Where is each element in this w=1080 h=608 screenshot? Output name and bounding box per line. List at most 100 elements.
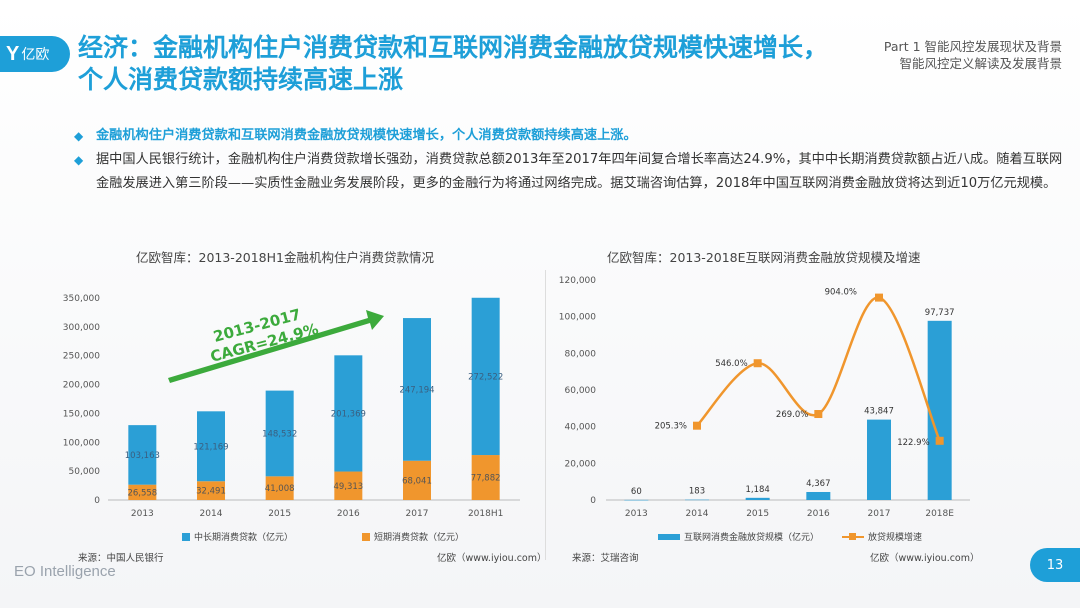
bar-long-term [128, 425, 157, 485]
growth-arrow-icon [168, 310, 384, 383]
y-tick-label: 300,000 [63, 323, 100, 333]
x-tick-label: 2014 [200, 509, 223, 519]
data-label-short: 26,558 [127, 488, 157, 498]
left-chart-caption: 亿欧智库：2013-2018H1金融机构住户消费贷款情况 [136, 250, 434, 265]
growth-rate-line [696, 296, 941, 442]
page-title: 经济：金融机构住户消费贷款和互联网消费金融放贷规模快速增长，个人消费贷款额持续高… [78, 33, 829, 94]
y-tick-label: 50,000 [69, 467, 101, 477]
left-legend-short: 短期消费贷款（亿元） [362, 530, 464, 543]
bar-short-term [265, 476, 294, 500]
y-tick-label: 350,000 [63, 294, 100, 304]
logo-text: 亿欧 [21, 47, 50, 63]
data-label-growth: 269.0% [776, 410, 808, 420]
y-tick-label: 150,000 [63, 409, 100, 419]
y-tick-label: 100,000 [63, 438, 100, 448]
bar-lending-scale [624, 499, 649, 501]
data-label-short: 41,008 [265, 484, 295, 494]
data-label-growth: 546.0% [715, 359, 747, 369]
data-label-scale: 4,367 [806, 479, 830, 489]
right-chart-caption: 亿欧智库：2013-2018E互联网消费金融放贷规模及增速 [607, 250, 921, 265]
x-tick-label: 2015 [746, 509, 769, 519]
bullet-list: ◆ 金融机构住户消费贷款和互联网消费金融放贷规模快速增长，个人消费贷款额持续高速… [74, 124, 1064, 196]
right-chart: 0 20,000 40,000 60,000 80,000 100,000 120,000 6… [559, 276, 970, 519]
section-subtitle: 智能风控定义解读及发展背景 [899, 56, 1062, 71]
x-tick-label: 2017 [868, 509, 891, 519]
bar-lending-scale [685, 499, 709, 501]
bar-short-term [197, 481, 225, 500]
x-tick-label: 2014 [686, 509, 709, 519]
y-tick-label: 200,000 [63, 381, 100, 391]
bar-lending-scale [745, 497, 770, 500]
data-label-short: 77,882 [471, 474, 501, 484]
bar-long-term [334, 355, 363, 472]
data-label-growth: 904.0% [825, 288, 857, 298]
bar-long-term [471, 297, 500, 456]
bar-lending-scale [927, 320, 952, 500]
data-label-long: 103,163 [125, 451, 160, 461]
data-label-scale: 43,847 [864, 407, 894, 417]
bar-short-term [471, 455, 500, 500]
y-tick-label: 80,000 [565, 349, 597, 359]
growth-rate-point [935, 436, 944, 445]
bullet-item: ◆ 据中国人民银行统计，金融机构住户消费贷款增长强劲，消费贷款总额2013年至2… [74, 148, 1064, 196]
right-credit: 亿欧（www.iyiou.com） [870, 553, 980, 564]
x-tick-label: 2013 [131, 509, 154, 519]
data-label-scale: 183 [689, 487, 705, 497]
diamond-bullet-icon: ◆ [74, 153, 84, 167]
diamond-bullet-icon: ◆ [74, 129, 84, 143]
growth-rate-point [753, 359, 762, 368]
left-source: 来源：中国人民银行 [78, 553, 164, 564]
data-label-long: 247,194 [399, 385, 434, 395]
page-number: 13 [1030, 548, 1080, 582]
data-label-scale: 1,184 [745, 485, 769, 495]
bullet-text: 金融机构住户消费贷款和互联网消费金融放贷规模快速增长，个人消费贷款额持续高速上涨… [96, 128, 637, 143]
bar-short-term [128, 484, 157, 500]
legend-label: 互联网消费金融放贷规模（亿元） [684, 533, 820, 543]
bar-lending-scale [867, 419, 891, 500]
chart-divider [545, 270, 546, 560]
x-tick-label: 2016 [337, 509, 360, 519]
growth-rate-point [875, 293, 883, 302]
left-legend-long: 中长期消费贷款（亿元） [182, 530, 293, 543]
x-tick-label: 2015 [268, 509, 291, 519]
y-tick-label: 250,000 [63, 352, 100, 362]
bar-long-term [197, 411, 225, 482]
data-label-growth: 205.3% [655, 422, 687, 432]
data-label-long: 148,532 [262, 429, 297, 439]
legend-label: 短期消费贷款（亿元） [374, 533, 465, 543]
x-tick-label: 2018H1 [468, 509, 503, 519]
y-tick-label: 20,000 [565, 459, 597, 469]
x-tick-label: 2017 [406, 509, 429, 519]
bullet-item: ◆ 金融机构住户消费贷款和互联网消费金融放贷规模快速增长，个人消费贷款额持续高速… [74, 124, 1064, 148]
x-tick-label: 2013 [625, 509, 648, 519]
data-label-growth: 122.9% [897, 438, 929, 448]
bullet-text: 据中国人民银行统计，金融机构住户消费贷款增长强劲，消费贷款总额2013年至201… [96, 152, 1063, 191]
logo-y-icon: Y [6, 42, 20, 65]
brand-logo: Y 亿欧 [0, 36, 70, 72]
bar-short-term [403, 460, 431, 500]
right-legend-bar: 互联网消费金融放贷规模（亿元） [658, 530, 819, 543]
left-chart: 0 50,000 100,000 150,000 200,000 250,000 300,0… [63, 294, 520, 519]
data-label-scale: 97,737 [925, 308, 955, 318]
section-breadcrumb: Part 1 智能风控发展现状及背景 智能风控定义解读及发展背景 [884, 38, 1062, 72]
legend-swatch [362, 532, 370, 541]
bar-long-term [403, 318, 431, 461]
y-tick-label: 40,000 [565, 423, 597, 433]
data-label-long: 121,169 [193, 442, 228, 452]
bar-lending-scale [806, 491, 831, 500]
data-label-short: 32,491 [196, 487, 226, 497]
y-tick-label: 0 [94, 496, 100, 506]
footer-brand: EO Intelligence [14, 563, 116, 580]
growth-rate-point [693, 421, 701, 430]
legend-swatch [182, 532, 190, 541]
legend-swatch [658, 533, 680, 540]
y-tick-label: 0 [590, 496, 596, 506]
legend-label: 放贷规模增速 [868, 533, 923, 543]
x-tick-label: 2016 [807, 509, 830, 519]
legend-label: 中长期消费贷款（亿元） [194, 533, 294, 543]
data-label-long: 272,522 [468, 372, 503, 382]
y-tick-label: 60,000 [565, 386, 597, 396]
growth-rate-point [814, 410, 823, 419]
section-part-title: Part 1 智能风控发展现状及背景 [883, 39, 1062, 54]
left-credit: 亿欧（www.iyiou.com） [437, 553, 547, 564]
